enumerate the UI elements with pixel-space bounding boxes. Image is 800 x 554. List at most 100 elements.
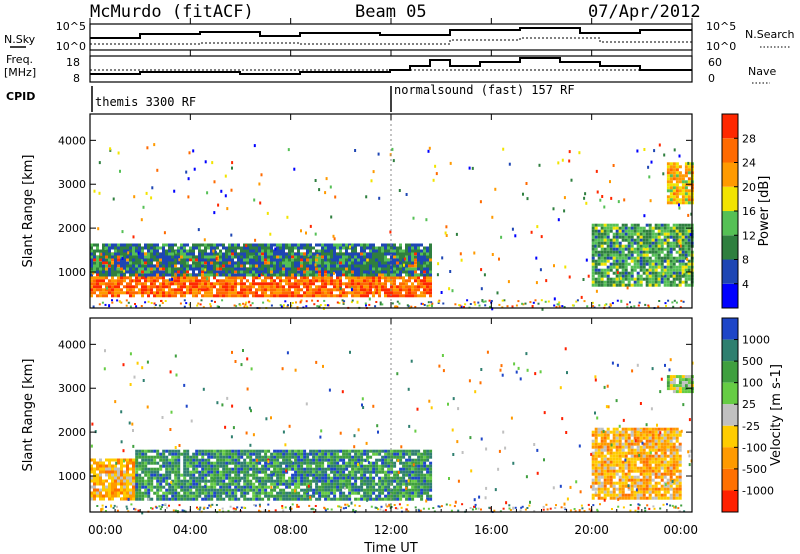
heatmap-cell [294, 482, 298, 486]
heatmap-cell [600, 280, 604, 284]
heatmap-cell [354, 258, 357, 262]
heatmap-cell [174, 491, 178, 495]
heatmap-speckle [311, 299, 314, 302]
heatmap-cell [225, 470, 229, 474]
heatmap-cell [204, 255, 207, 259]
heatmap-cell [177, 276, 180, 280]
heatmap-cell [153, 455, 157, 459]
heatmap-cell [144, 458, 148, 462]
heatmap-cell [408, 264, 411, 268]
heatmap-cell [174, 449, 178, 453]
heatmap-cell [231, 282, 234, 286]
heatmap-cell [117, 479, 120, 483]
heatmap-cell [249, 479, 253, 483]
heatmap-cell [144, 491, 148, 495]
heatmap-cell [315, 449, 319, 453]
heatmap-cell [144, 276, 147, 280]
heatmap-cell [687, 262, 691, 266]
heatmap-cell [267, 455, 271, 459]
heatmap-cell [651, 232, 655, 236]
heatmap-cell [342, 255, 345, 259]
heatmap-cell [672, 189, 676, 193]
heatmap-cell [270, 455, 274, 459]
heatmap-cell [687, 180, 691, 184]
heatmap-cell [615, 262, 619, 266]
heatmap-cell [264, 479, 268, 483]
heatmap-cell [339, 258, 342, 262]
heatmap-cell [225, 270, 228, 274]
heatmap-cell [303, 458, 307, 462]
heatmap-cell [354, 294, 357, 298]
heatmap-cell [663, 271, 667, 275]
heatmap-cell [210, 285, 213, 289]
heatmap-cell [651, 241, 655, 245]
heatmap-cell [603, 223, 607, 227]
velocity-cells [90, 318, 694, 515]
heatmap-cell [417, 285, 420, 289]
heatmap-cell [138, 497, 142, 501]
heatmap-cell [612, 247, 616, 251]
heatmap-speckle [428, 304, 431, 307]
heatmap-speckle [93, 189, 96, 193]
heatmap-speckle [580, 295, 583, 299]
heatmap-cell [261, 261, 264, 265]
heatmap-cell [666, 174, 670, 178]
heatmap-cell [315, 488, 319, 492]
heatmap-speckle [630, 305, 633, 308]
heatmap-cell [618, 232, 622, 236]
heatmap-cell [399, 252, 402, 256]
heatmap-cell [180, 243, 183, 247]
heatmap-cell [654, 274, 658, 278]
heatmap-cell [264, 485, 268, 489]
heatmap-cell [324, 267, 327, 271]
heatmap-cell [684, 235, 688, 239]
heatmap-cell [273, 494, 277, 498]
heatmap-cell [102, 497, 105, 501]
heatmap-cell [207, 258, 210, 262]
heatmap-cell [645, 229, 649, 233]
heatmap-speckle [137, 251, 140, 255]
heatmap-cell [228, 494, 232, 498]
heatmap-cell [180, 246, 183, 250]
heatmap-cell [186, 276, 189, 280]
heatmap-cell [282, 264, 285, 268]
heatmap-cell [285, 279, 288, 283]
heatmap-cell [93, 288, 96, 292]
heatmap-cell [144, 482, 148, 486]
heatmap-cell [111, 497, 114, 501]
heatmap-cell [183, 279, 186, 283]
heatmap-cell [270, 279, 273, 283]
heatmap-speckle [583, 196, 586, 200]
heatmap-cell [117, 264, 120, 268]
heatmap-cell [165, 455, 169, 459]
heatmap-cell [129, 482, 132, 486]
heatmap-cell [279, 276, 282, 280]
heatmap-speckle [259, 201, 262, 205]
heatmap-cell [327, 267, 330, 271]
heatmap-cell [90, 479, 93, 483]
heatmap-cell [105, 294, 108, 298]
heatmap-cell [204, 273, 207, 277]
heatmap-cell [669, 247, 673, 251]
heatmap-cell [90, 294, 93, 298]
heatmap-cell [294, 485, 298, 489]
heatmap-speckle [196, 304, 199, 307]
colorbar-swatch [722, 259, 738, 284]
heatmap-cell [93, 258, 96, 262]
heatmap-cell [210, 294, 213, 298]
heatmap-cell [129, 273, 132, 277]
heatmap-cell [267, 467, 271, 471]
heatmap-cell [237, 282, 240, 286]
heatmap-cell [603, 271, 607, 275]
heatmap-cell [324, 258, 327, 262]
heatmap-cell [165, 243, 168, 247]
heatmap-speckle [679, 306, 682, 309]
heatmap-cell [318, 270, 321, 274]
heatmap-cell [237, 258, 240, 262]
heatmap-cell [297, 258, 300, 262]
heatmap-cell [198, 464, 202, 468]
heatmap-cell [384, 243, 387, 247]
heatmap-cell [291, 497, 295, 501]
heatmap-cell [354, 285, 357, 289]
heatmap-cell [216, 294, 219, 298]
